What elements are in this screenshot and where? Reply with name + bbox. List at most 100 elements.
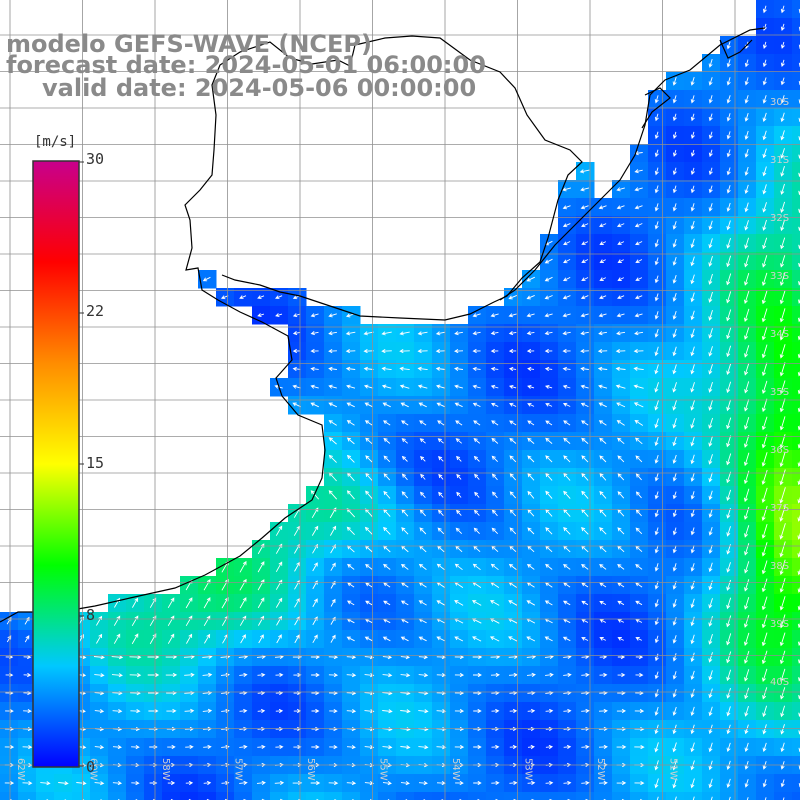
wind-speed-cell — [792, 504, 800, 523]
wind-arrow — [545, 437, 553, 444]
wind-arrow — [436, 600, 446, 606]
wind-arrow — [672, 563, 677, 572]
wind-arrow — [221, 578, 229, 591]
wind-arrow — [382, 655, 393, 660]
wind-arrow — [581, 564, 589, 570]
wind-arrow — [472, 331, 481, 336]
wind-arrow — [563, 780, 572, 785]
wind-arrow — [726, 417, 732, 430]
wind-arrow — [654, 275, 659, 284]
wind-arrow — [690, 652, 695, 663]
wind-arrow — [383, 526, 391, 535]
wind-arrow — [761, 326, 768, 341]
wind-speed-cell — [612, 792, 631, 800]
wind-arrow — [508, 294, 517, 300]
wind-arrow — [672, 527, 677, 536]
wind-arrow — [563, 420, 571, 426]
wind-arrow — [4, 744, 15, 750]
wind-arrow — [328, 402, 337, 408]
wind-arrow — [654, 491, 659, 500]
wind-arrow — [490, 672, 500, 677]
wind-arrow — [456, 491, 462, 498]
wind-arrow — [654, 653, 659, 662]
wind-arrow — [744, 237, 750, 250]
wind-arrow — [346, 636, 355, 642]
wind-arrow — [23, 709, 32, 714]
wind-arrow — [239, 578, 247, 591]
wind-arrow — [690, 598, 695, 609]
wind-arrow — [654, 778, 659, 789]
wind-arrow — [635, 582, 643, 588]
wind-arrow — [599, 600, 607, 605]
wind-arrow — [708, 742, 713, 753]
wind-arrow — [761, 469, 768, 485]
latitude-label: 39S — [770, 619, 789, 630]
wind-arrow — [292, 313, 301, 318]
wind-arrow — [743, 290, 750, 304]
wind-arrow — [708, 435, 713, 447]
coastline-north — [499, 27, 766, 301]
wind-arrow — [131, 633, 139, 645]
wind-arrow — [258, 634, 264, 644]
wind-arrow — [346, 655, 357, 660]
wind-arrow — [293, 672, 302, 678]
wind-arrow — [365, 455, 373, 463]
wind-arrow — [708, 255, 713, 267]
wind-arrow — [473, 744, 482, 750]
wind-arrow — [401, 420, 409, 426]
wind-arrow — [654, 382, 659, 393]
wind-arrow — [690, 418, 695, 429]
wind-arrow — [654, 635, 659, 644]
wind-speed-cell — [792, 594, 800, 613]
wind-arrow — [509, 491, 517, 499]
wind-arrow — [708, 490, 713, 501]
wind-arrow — [166, 708, 177, 713]
wind-arrow — [672, 131, 677, 140]
wind-arrow — [672, 491, 677, 500]
wind-arrow — [726, 526, 731, 537]
wind-arrow — [418, 636, 427, 642]
wind-arrow — [708, 526, 713, 536]
wind-arrow — [364, 673, 375, 678]
wind-arrow — [726, 95, 731, 104]
wind-arrow — [708, 399, 713, 411]
wind-arrow — [690, 238, 695, 249]
wind-arrow — [672, 221, 677, 230]
wind-arrow — [726, 579, 732, 591]
wind-arrow — [93, 655, 105, 660]
wind-arrow — [617, 473, 625, 481]
wind-speed-cell — [594, 792, 613, 800]
wind-arrow — [419, 491, 426, 498]
wind-arrow — [690, 185, 695, 194]
wind-arrow — [363, 331, 374, 336]
wind-arrow — [347, 582, 355, 588]
wind-arrow — [473, 455, 480, 462]
wind-arrow — [708, 291, 713, 303]
wind-arrow — [345, 366, 356, 371]
wind-arrow — [708, 580, 713, 591]
wind-arrow — [383, 420, 391, 426]
wind-arrow — [762, 148, 767, 159]
wind-arrow — [761, 487, 768, 503]
wind-arrow — [672, 238, 677, 248]
wind-arrow — [615, 349, 626, 354]
wind-arrow — [743, 434, 750, 448]
latitude-label: 33S — [770, 271, 789, 282]
wind-arrow — [708, 220, 713, 231]
wind-arrow — [454, 655, 465, 660]
wind-arrow — [562, 205, 571, 210]
wind-arrow — [437, 527, 445, 535]
wind-speed-cell — [198, 792, 217, 800]
wind-arrow — [690, 472, 695, 482]
wind-arrow — [563, 744, 572, 749]
wind-arrow — [780, 41, 785, 49]
wind-arrow — [654, 454, 659, 464]
wind-arrow — [545, 420, 553, 426]
wind-arrow — [401, 438, 408, 444]
wind-arrow — [473, 437, 481, 444]
wind-arrow — [654, 671, 659, 680]
wind-arrow — [419, 438, 426, 444]
wind-arrow — [581, 618, 589, 623]
wind-arrow — [617, 672, 626, 678]
wind-arrow — [473, 527, 480, 535]
